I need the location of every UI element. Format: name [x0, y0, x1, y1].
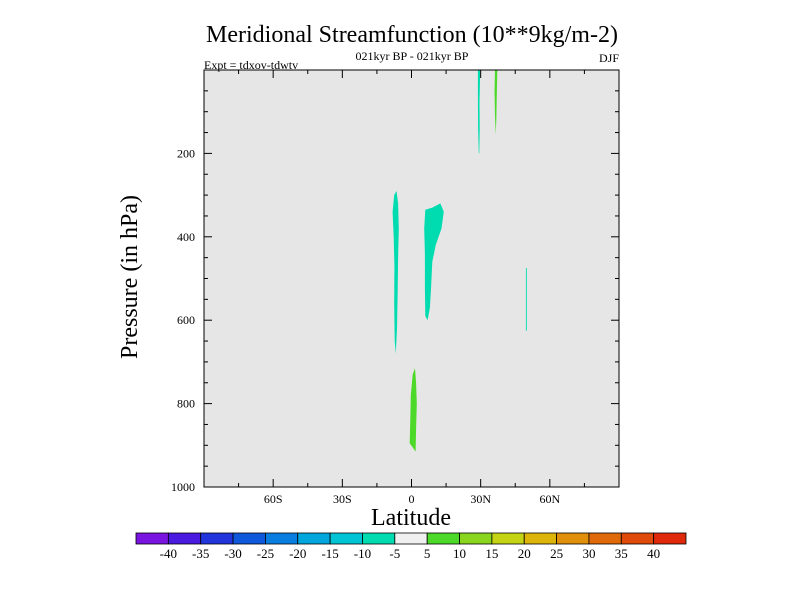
x-axis-label: Latitude	[371, 505, 451, 531]
colorbar-swatch	[135, 532, 169, 545]
colorbar-label: 40	[647, 546, 660, 561]
colorbar-swatch	[588, 532, 622, 545]
y-axis-label: Pressure (in hPa)	[117, 195, 143, 359]
colorbar-label: -40	[160, 546, 177, 561]
chart-title: Meridional Streamfunction (10**9kg/m-2)	[206, 22, 618, 48]
colorbar-swatch	[653, 532, 687, 545]
x-tick-label: 60N	[539, 492, 560, 506]
colorbar-swatch	[491, 532, 525, 545]
y-tick-label: 600	[177, 313, 195, 327]
colorbar-swatch	[200, 532, 234, 545]
colorbar-label: -20	[289, 546, 306, 561]
colorbar-label: -30	[224, 546, 241, 561]
x-tick-label: 30N	[470, 492, 491, 506]
contour-region-mid-negative-50N	[525, 268, 527, 331]
colorbar-label: 25	[550, 546, 563, 561]
colorbar-swatch	[426, 532, 460, 545]
colorbar-swatch	[297, 532, 331, 545]
colorbar-swatch	[620, 532, 655, 545]
colorbar-label: 35	[615, 546, 628, 561]
experiment-label: Expt = tdxov-tdwtv	[204, 58, 298, 72]
colorbar-labels: -40 -35 -30 -25 -20 -15 -10 -5 5 10 15 20 25 30 35 40	[160, 546, 660, 561]
colorbar-label: 30	[582, 546, 595, 561]
colorbar-label: -35	[192, 546, 209, 561]
colorbar-label: 5	[424, 546, 431, 561]
contour-region-tropical-upper-negative-a	[392, 190, 399, 354]
x-tick-label: 0	[409, 492, 415, 506]
colorbar-swatch	[265, 532, 299, 545]
colorbar	[135, 532, 687, 545]
colorbar-label: -15	[321, 546, 338, 561]
colorbar-swatch	[459, 532, 493, 545]
contour-region-upper-positive-37N	[494, 70, 498, 135]
x-tick-label: 60S	[264, 492, 283, 506]
colorbar-swatch	[167, 532, 202, 545]
colorbar-label: 10	[453, 546, 466, 561]
contour-region-tropical-upper-negative-b	[424, 203, 444, 321]
y-tick-label: 1000	[171, 480, 195, 494]
colorbar-swatch	[329, 532, 363, 545]
colorbar-swatch	[362, 532, 396, 545]
contour-region-lower-positive	[409, 368, 417, 452]
y-tick-label: 200	[177, 146, 195, 160]
x-tick-label: 30S	[333, 492, 352, 506]
colorbar-swatch	[394, 532, 428, 545]
season-label: DJF	[599, 51, 619, 65]
colorbar-swatch	[232, 532, 266, 545]
colorbar-label: -10	[354, 546, 371, 561]
axis-ticks-layer	[204, 70, 619, 487]
colorbar-label: -25	[257, 546, 274, 561]
contour-region-upper-negative-30N	[477, 70, 481, 154]
y-tick-label: 800	[177, 397, 195, 411]
colorbar-label: -5	[389, 546, 400, 561]
colorbar-swatch	[523, 532, 557, 545]
chart-subtitle: 021kyr BP - 021kyr BP	[356, 49, 469, 63]
y-tick-label: 400	[177, 230, 195, 244]
colorbar-swatch	[556, 532, 590, 545]
tick-labels-layer: 60S 30S 0 30N 60N 200 400 600 800 1000	[171, 146, 560, 506]
contour-regions-layer	[392, 70, 527, 452]
colorbar-label: 15	[485, 546, 498, 561]
colorbar-label: 20	[518, 546, 531, 561]
